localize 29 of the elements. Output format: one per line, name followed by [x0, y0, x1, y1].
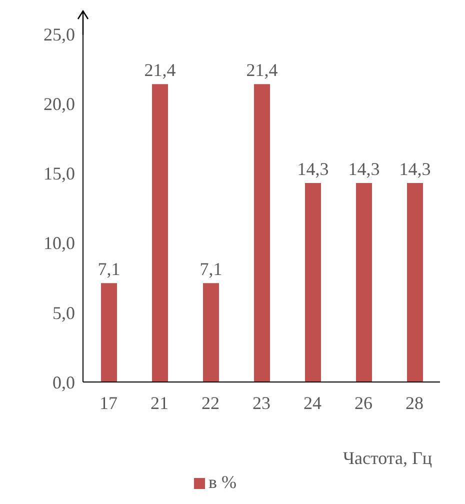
x-tick-label: 23 [252, 392, 270, 413]
bar [203, 283, 219, 382]
data-label: 21,4 [246, 60, 278, 80]
data-label: 21,4 [144, 60, 176, 80]
x-tick-label: 21 [150, 392, 168, 413]
x-tick-label: 24 [304, 392, 322, 413]
y-tick-label: 25,0 [44, 24, 75, 44]
bar [254, 84, 270, 382]
bar [101, 283, 117, 382]
x-tick-label: 22 [202, 392, 220, 413]
legend-label: в % [208, 472, 236, 492]
x-tick-label: 26 [354, 392, 372, 413]
bar [152, 84, 168, 382]
data-label: 14,3 [348, 158, 380, 179]
bar [356, 182, 372, 382]
y-tick-label: 20,0 [44, 94, 75, 114]
x-tick-label: 17 [100, 392, 118, 413]
data-label: 14,3 [399, 158, 431, 179]
bar [305, 182, 321, 382]
x-axis-title: Частота, Гц [342, 448, 432, 468]
data-label: 14,3 [297, 158, 329, 179]
x-tick-label: 28 [406, 392, 424, 413]
bar [407, 182, 423, 382]
y-tick-label: 10,0 [44, 233, 75, 254]
y-tick-label: 15,0 [44, 164, 75, 184]
data-label: 7,1 [98, 259, 120, 280]
y-tick-label: 5,0 [52, 302, 75, 323]
y-tick-label: 0,0 [52, 372, 75, 392]
data-label: 7,1 [200, 259, 222, 280]
